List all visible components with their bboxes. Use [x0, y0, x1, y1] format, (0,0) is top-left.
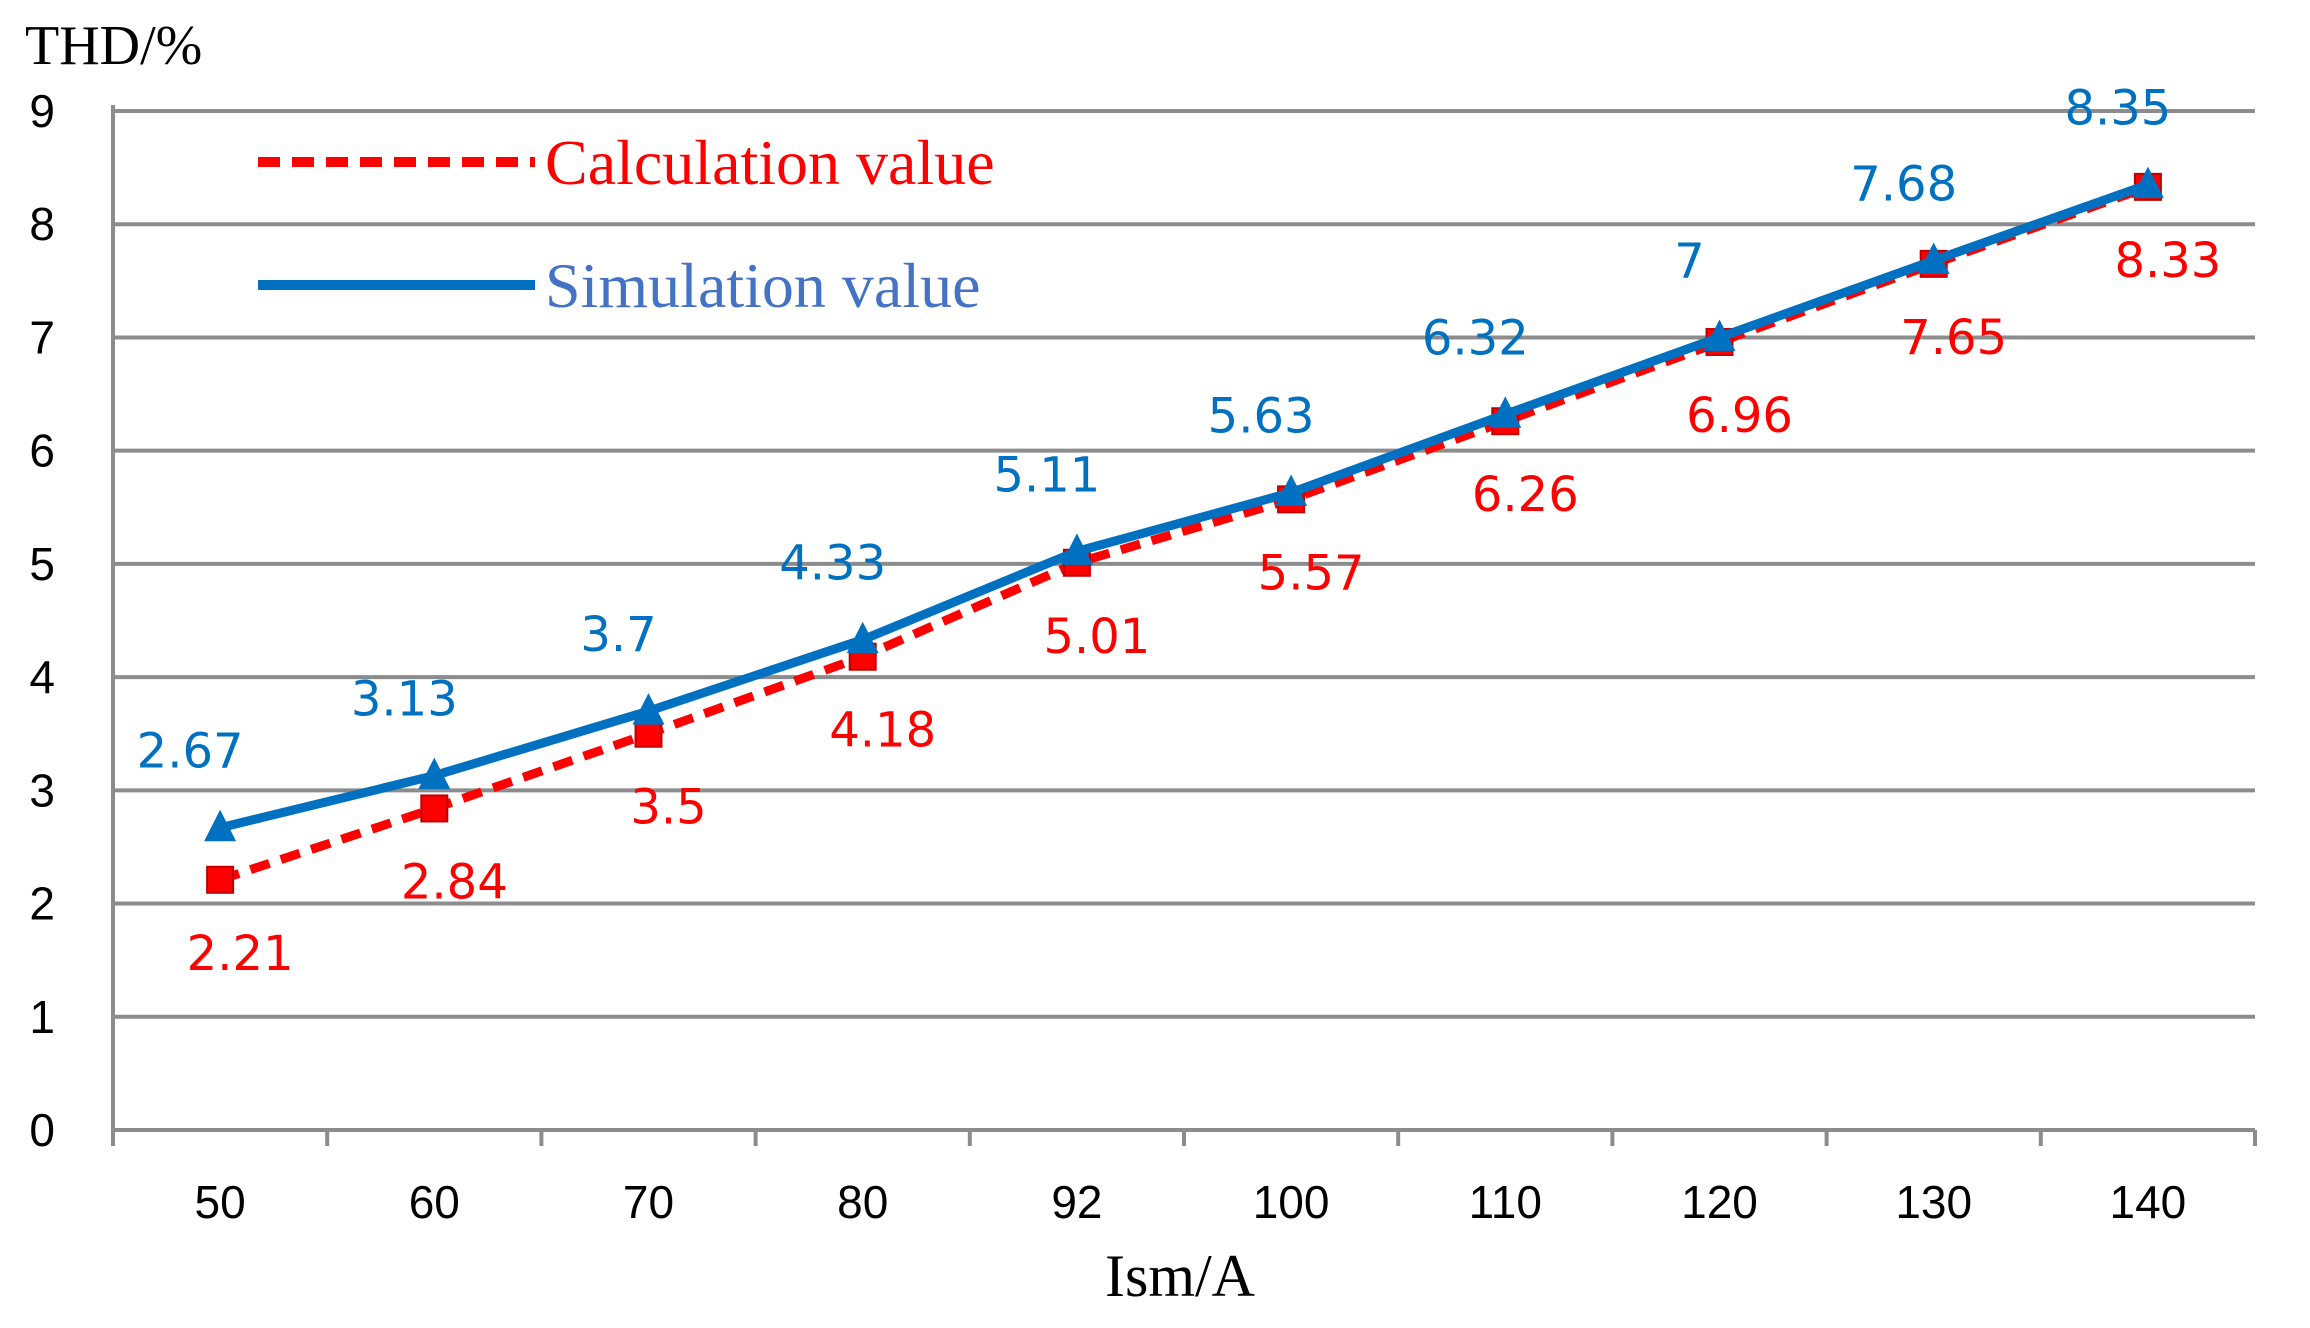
x-tick-label-100: 100 — [1253, 1176, 1330, 1228]
x-tick-label-110: 110 — [1469, 1176, 1542, 1228]
calculation-value-label-92: 5.01 — [1043, 609, 1150, 665]
simulation-point-100 — [1275, 474, 1308, 507]
calculation-point-60 — [420, 794, 449, 823]
y-axis-title: THD/% — [25, 15, 202, 77]
y-tick-label-9: 9 — [29, 85, 55, 137]
x-tick-label-80: 80 — [837, 1176, 888, 1228]
legend: Calculation value Simulation value — [258, 127, 995, 321]
simulation-value-label-50: 2.67 — [137, 724, 244, 780]
simulation-value-label-60: 3.13 — [351, 672, 458, 728]
simulation-point-130 — [1917, 242, 1950, 274]
simulation-value-label-130: 7.68 — [1850, 156, 1957, 212]
y-tick-label-0: 0 — [29, 1104, 55, 1156]
legend-item-simulation-label: Simulation value — [545, 250, 981, 321]
simulation-point-92 — [1060, 533, 1093, 565]
calculation-value-label-100: 5.57 — [1258, 545, 1365, 601]
x-tick-label-70: 70 — [623, 1176, 674, 1228]
calculation-value-label-60: 2.84 — [401, 854, 508, 910]
legend-item-calculation-label: Calculation value — [545, 127, 995, 198]
calculation-point-50 — [206, 865, 235, 894]
simulation-point-60 — [418, 757, 451, 790]
simulation-point-140 — [2131, 166, 2164, 199]
series-lines — [204, 166, 2164, 894]
simulation-point-110 — [1489, 396, 1522, 428]
x-tick-label-130: 130 — [1895, 1176, 1972, 1228]
y-tick-label-7: 7 — [29, 311, 55, 363]
simulation-value-label-120: 7 — [1674, 233, 1705, 289]
simulation-value-label-70: 3.7 — [580, 607, 656, 663]
x-tick-label-50: 50 — [195, 1176, 246, 1228]
x-tick-label-60: 60 — [409, 1176, 460, 1228]
x-tick-label-92: 92 — [1051, 1176, 1102, 1228]
calculation-value-label-70: 3.5 — [630, 780, 706, 836]
calculation-point-70 — [634, 719, 663, 748]
x-tick-label-120: 120 — [1681, 1176, 1758, 1228]
x-axis-title: Ism/A — [1105, 1243, 1255, 1309]
calculation-value-label-80: 4.18 — [829, 703, 936, 759]
y-tick-label-5: 5 — [29, 538, 55, 590]
calculation-value-label-110: 6.26 — [1472, 467, 1579, 523]
calculation-value-label-140: 8.33 — [2114, 233, 2221, 289]
simulation-point-80 — [846, 621, 879, 654]
simulation-point-70 — [632, 693, 665, 725]
y-tick-label-1: 1 — [29, 991, 55, 1043]
y-tick-label-2: 2 — [29, 878, 55, 930]
simulation-point-120 — [1703, 319, 1736, 351]
series-line-simulation — [219, 180, 2150, 833]
y-tick-label-3: 3 — [29, 764, 55, 816]
simulation-value-label-80: 4.33 — [779, 536, 886, 592]
calculation-value-label-120: 6.96 — [1686, 388, 1793, 444]
simulation-point-50 — [204, 809, 237, 842]
x-tick-label-140: 140 — [2110, 1176, 2187, 1228]
gridlines — [113, 109, 2255, 1019]
calculation-value-label-50: 2.21 — [187, 926, 294, 982]
axes: 0 1 2 3 4 5 6 7 8 9 50 60 70 80 92 100 110 120 130 140 — [29, 85, 2257, 1228]
y-tick-label-4: 4 — [29, 651, 55, 703]
calculation-value-label-130: 7.65 — [1900, 310, 2007, 366]
simulation-value-label-92: 5.11 — [993, 447, 1100, 503]
y-tick-label-6: 6 — [29, 425, 55, 477]
y-tick-label-8: 8 — [29, 198, 55, 250]
data-labels: 2.21 2.84 3.5 4.18 5.01 5.57 6.26 6.96 7.65 8.33 2… — [137, 81, 2222, 982]
simulation-value-label-140: 8.35 — [2064, 81, 2171, 137]
simulation-value-label-110: 6.32 — [1422, 310, 1529, 366]
simulation-value-label-100: 5.63 — [1208, 389, 1315, 445]
